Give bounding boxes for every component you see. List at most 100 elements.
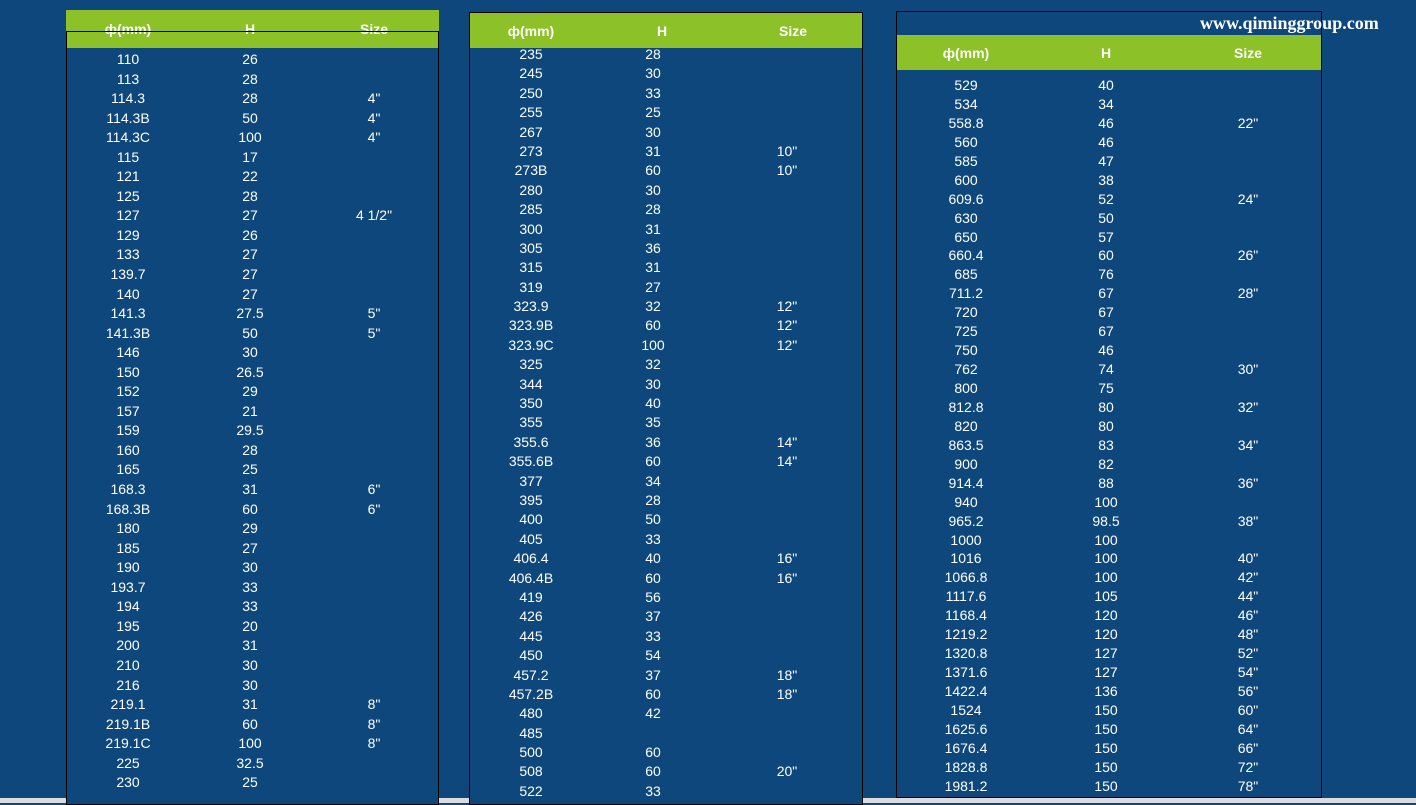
cell-height: 28 <box>242 441 258 458</box>
cell-height: 150 <box>1094 720 1118 737</box>
cell-diameter: 110 <box>116 51 140 67</box>
cell-size: 16" <box>776 569 798 586</box>
cell-height: 21 <box>242 402 258 419</box>
cell-height: 60 <box>645 744 661 761</box>
table-row: 529 40 <box>896 76 1322 95</box>
cell-size: 14" <box>776 453 798 470</box>
cell-diameter: 1000 <box>950 531 982 548</box>
cell-diameter: 325 <box>519 356 543 373</box>
cell-height: 29.5 <box>236 422 264 439</box>
cell-diameter: 300 <box>519 220 543 237</box>
cell-size: 30" <box>1237 361 1259 378</box>
table-row: 1676.4 150 66" <box>896 739 1322 758</box>
cell-height: 56 <box>645 588 661 605</box>
cell-height: 150 <box>1094 739 1118 756</box>
cell-size: 32" <box>1237 398 1259 415</box>
cell-diameter: 355.6 <box>513 433 549 450</box>
cell-diameter: 940 <box>954 493 978 510</box>
table-row: 457.2 37 18" <box>469 666 863 685</box>
cell-diameter: 133 <box>116 246 140 263</box>
cell-height: 31 <box>645 220 661 237</box>
cell-size: 12" <box>776 298 798 315</box>
cell-height: 34 <box>1098 95 1114 112</box>
cell-size: 12" <box>776 317 798 334</box>
cell-diameter: 820 <box>954 417 978 434</box>
cell-size: 4" <box>367 90 381 107</box>
cell-height: 27 <box>242 246 258 263</box>
cell-diameter: 355 <box>519 414 543 431</box>
cell-height: 50 <box>1098 209 1114 226</box>
cell-diameter: 250 <box>519 84 543 101</box>
cell-size: 78" <box>1237 777 1259 794</box>
cell-diameter: 280 <box>519 181 543 198</box>
cell-height: 100 <box>238 129 262 146</box>
cell-height: 28 <box>645 201 661 218</box>
table-row: 406.4 40 16" <box>469 549 863 568</box>
cell-diameter: 529 <box>954 77 978 93</box>
cell-height: 27 <box>242 266 258 283</box>
table-row: 480 42 <box>469 704 863 723</box>
table-row: 139.7 27 <box>66 265 439 285</box>
table-row: 255 25 <box>469 103 863 122</box>
cell-height: 33 <box>645 627 661 644</box>
cell-size: 4 1/2" <box>355 207 393 224</box>
table-row: 1168.4 120 46" <box>896 606 1322 625</box>
cell-height: 36 <box>645 433 661 450</box>
cell-height: 27 <box>242 539 258 556</box>
cell-size: 4" <box>367 129 381 146</box>
table-row: 194 33 <box>66 597 439 617</box>
cell-size: 66" <box>1237 739 1259 756</box>
table-row: 720 67 <box>896 303 1322 322</box>
table-row: 160 28 <box>66 441 439 461</box>
cell-diameter: 344 <box>519 375 543 392</box>
table-row: 650 57 <box>896 228 1322 247</box>
table-row: 762 74 30" <box>896 360 1322 379</box>
cell-size: 42" <box>1237 569 1259 586</box>
header-h: H <box>1100 44 1112 61</box>
table-row: 355 35 <box>469 413 863 432</box>
table-row: 129 26 <box>66 226 439 246</box>
cell-height: 29 <box>242 383 258 400</box>
cell-height: 46 <box>1098 342 1114 359</box>
table-row: 1625.6 150 64" <box>896 720 1322 739</box>
cell-diameter: 965.2 <box>948 512 984 529</box>
cell-size: 8" <box>367 735 381 752</box>
table-row: 319 27 <box>469 278 863 297</box>
cell-diameter: 323.9C <box>508 336 554 353</box>
cell-diameter: 319 <box>519 278 543 295</box>
cell-height: 27 <box>242 285 258 302</box>
cell-diameter: 725 <box>954 323 978 340</box>
cell-height: 100 <box>238 735 262 752</box>
cell-height: 60 <box>645 763 661 780</box>
table-row: 285 28 <box>469 200 863 219</box>
cell-size: 28" <box>1237 285 1259 302</box>
table-row: 940 100 <box>896 493 1322 512</box>
cell-size: 48" <box>1237 626 1259 643</box>
cell-diameter: 406.4 <box>513 550 549 567</box>
table-row: 168.3B 60 6" <box>66 500 439 520</box>
cell-height: 25 <box>242 461 258 478</box>
table-row: 685 76 <box>896 265 1322 284</box>
table-row: 195 20 <box>66 617 439 637</box>
table-row: 219.1C 100 8" <box>66 734 439 754</box>
cell-diameter: 146 <box>116 344 140 361</box>
cell-diameter: 219.1B <box>105 715 151 732</box>
table-row: 585 47 <box>896 152 1322 171</box>
cell-height: 60 <box>645 569 661 586</box>
cell-height: 31 <box>645 259 661 276</box>
cell-height: 60 <box>242 715 258 732</box>
cell-diameter: 1117.6 <box>945 588 987 605</box>
cell-diameter: 812.8 <box>948 398 984 415</box>
table-row: 157 21 <box>66 402 439 422</box>
cell-size: 38" <box>1237 512 1259 529</box>
website-watermark: www.qiminggroup.com <box>1200 13 1379 33</box>
cell-diameter: 720 <box>954 304 978 321</box>
table-row: 146 30 <box>66 343 439 363</box>
cell-diameter: 160 <box>116 441 140 458</box>
cell-size: 18" <box>776 685 798 702</box>
table-row: 630 50 <box>896 209 1322 228</box>
cell-height: 54 <box>645 647 661 664</box>
table-row: 141.3 27.5 5" <box>66 304 439 324</box>
cell-diameter: 685 <box>954 266 978 283</box>
cell-diameter: 630 <box>954 209 978 226</box>
